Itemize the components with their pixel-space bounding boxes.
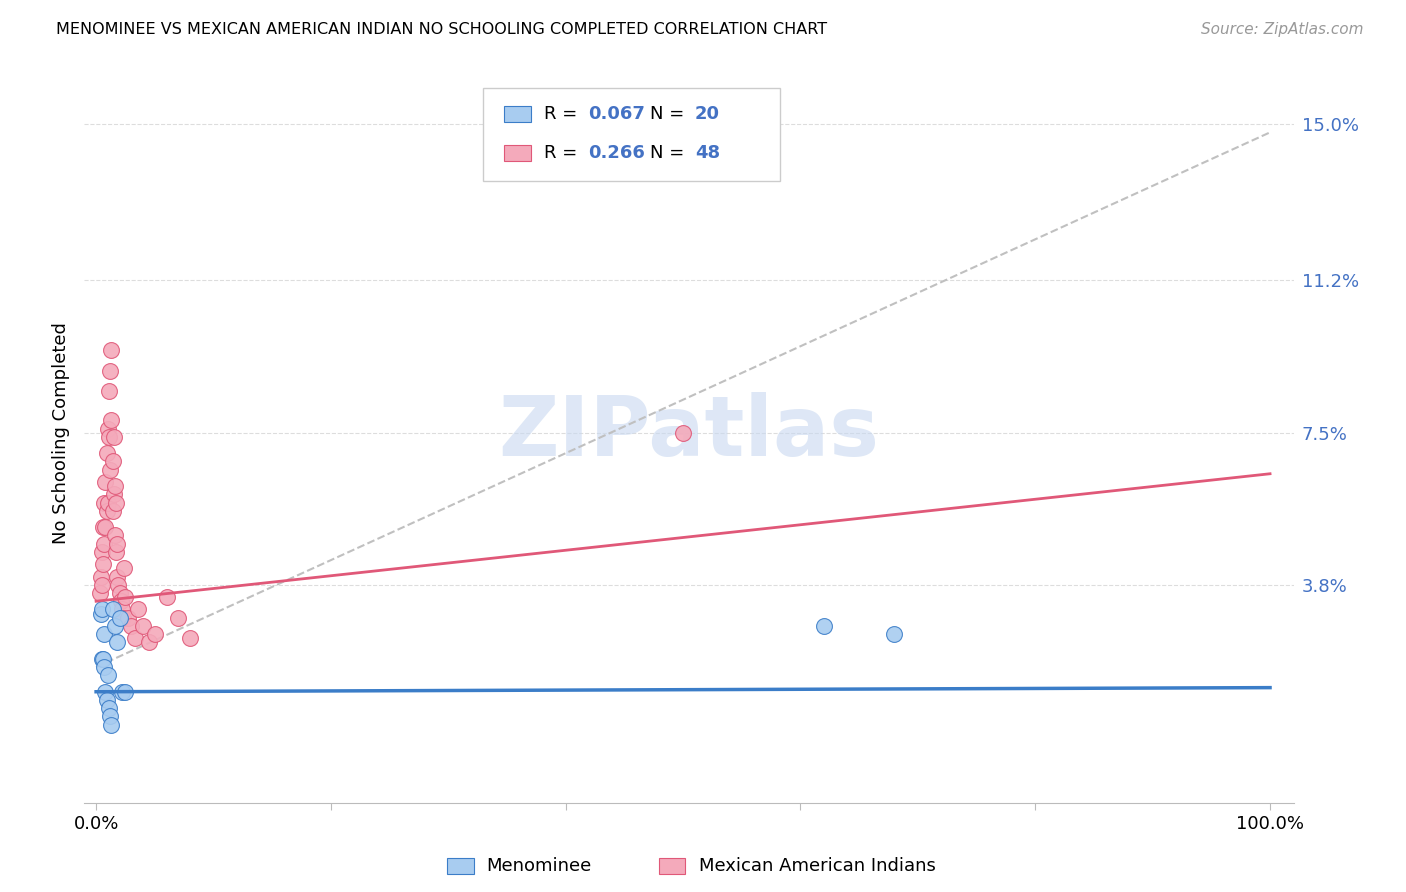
Point bbox=[91, 578, 114, 592]
Point bbox=[100, 343, 122, 358]
Point bbox=[179, 632, 201, 646]
Point bbox=[105, 545, 128, 559]
Point bbox=[97, 668, 120, 682]
FancyBboxPatch shape bbox=[447, 857, 474, 874]
Point bbox=[112, 561, 135, 575]
FancyBboxPatch shape bbox=[484, 88, 780, 181]
Text: 48: 48 bbox=[695, 144, 720, 161]
Text: Menominee: Menominee bbox=[486, 856, 591, 875]
Point bbox=[98, 701, 121, 715]
FancyBboxPatch shape bbox=[659, 857, 685, 874]
Text: 0.266: 0.266 bbox=[589, 144, 645, 161]
Text: R =: R = bbox=[544, 144, 583, 161]
Point bbox=[813, 619, 835, 633]
Point bbox=[98, 384, 121, 399]
Point bbox=[138, 635, 160, 649]
Point bbox=[117, 611, 139, 625]
Point bbox=[93, 536, 115, 550]
Text: R =: R = bbox=[544, 105, 583, 123]
Point bbox=[883, 627, 905, 641]
Point bbox=[107, 578, 129, 592]
Point bbox=[93, 495, 115, 509]
Point bbox=[120, 619, 142, 633]
Point bbox=[93, 660, 115, 674]
FancyBboxPatch shape bbox=[503, 106, 530, 122]
Point bbox=[143, 627, 166, 641]
Text: Mexican American Indians: Mexican American Indians bbox=[699, 856, 935, 875]
Point bbox=[97, 421, 120, 435]
Point bbox=[94, 520, 117, 534]
Point bbox=[112, 611, 135, 625]
Point bbox=[96, 446, 118, 460]
Point bbox=[101, 454, 124, 468]
Point bbox=[103, 430, 125, 444]
Point bbox=[100, 413, 122, 427]
Point bbox=[105, 495, 128, 509]
Text: 0.067: 0.067 bbox=[589, 105, 645, 123]
Point bbox=[96, 504, 118, 518]
Point bbox=[96, 693, 118, 707]
Point bbox=[104, 619, 127, 633]
Point bbox=[98, 430, 121, 444]
Point bbox=[127, 602, 149, 616]
Point bbox=[93, 627, 115, 641]
Text: N =: N = bbox=[650, 105, 690, 123]
Point bbox=[104, 479, 127, 493]
Point bbox=[97, 495, 120, 509]
Point bbox=[110, 594, 132, 608]
Point bbox=[98, 462, 121, 476]
Point bbox=[105, 635, 128, 649]
Text: Source: ZipAtlas.com: Source: ZipAtlas.com bbox=[1201, 22, 1364, 37]
Point bbox=[98, 709, 121, 723]
Point bbox=[105, 536, 128, 550]
Point bbox=[101, 504, 124, 518]
FancyBboxPatch shape bbox=[503, 145, 530, 161]
Text: ZIPatlas: ZIPatlas bbox=[499, 392, 879, 473]
Point bbox=[105, 569, 128, 583]
Point bbox=[101, 602, 124, 616]
Point bbox=[98, 364, 121, 378]
Point bbox=[114, 685, 136, 699]
Point bbox=[91, 545, 114, 559]
Point bbox=[167, 611, 190, 625]
Point bbox=[111, 685, 134, 699]
Y-axis label: No Schooling Completed: No Schooling Completed bbox=[52, 322, 70, 543]
Text: MENOMINEE VS MEXICAN AMERICAN INDIAN NO SCHOOLING COMPLETED CORRELATION CHART: MENOMINEE VS MEXICAN AMERICAN INDIAN NO … bbox=[56, 22, 827, 37]
Point bbox=[91, 652, 114, 666]
Point bbox=[672, 425, 695, 440]
Point bbox=[100, 717, 122, 731]
Point bbox=[91, 602, 114, 616]
Point bbox=[155, 590, 177, 604]
Point bbox=[91, 558, 114, 572]
Point bbox=[91, 652, 114, 666]
Point bbox=[114, 590, 136, 604]
Point bbox=[111, 602, 134, 616]
Point bbox=[104, 528, 127, 542]
Text: 20: 20 bbox=[695, 105, 720, 123]
Point bbox=[90, 569, 112, 583]
Point bbox=[91, 520, 114, 534]
Point bbox=[108, 586, 131, 600]
Point bbox=[89, 586, 111, 600]
Point bbox=[94, 475, 117, 489]
Text: N =: N = bbox=[650, 144, 690, 161]
Point bbox=[90, 607, 112, 621]
Point bbox=[103, 487, 125, 501]
Point bbox=[94, 685, 117, 699]
Point bbox=[108, 611, 131, 625]
Point bbox=[132, 619, 155, 633]
Point bbox=[124, 632, 146, 646]
